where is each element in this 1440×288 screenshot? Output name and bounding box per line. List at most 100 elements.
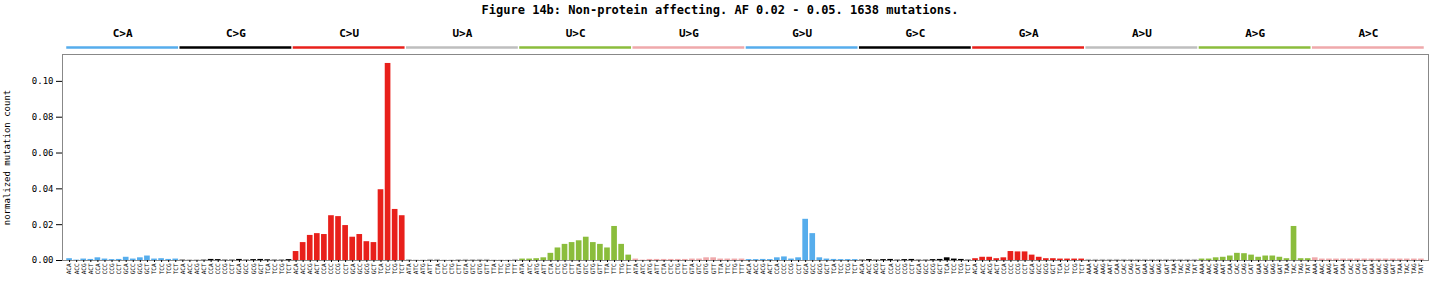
svg-text:ACA: ACA bbox=[858, 263, 865, 274]
svg-text:CTA: CTA bbox=[434, 263, 441, 274]
svg-text:CCT: CCT bbox=[795, 263, 802, 274]
svg-text:GCG: GCG bbox=[363, 263, 370, 274]
svg-text:ATC: ATC bbox=[412, 263, 419, 274]
svg-text:CCG: CCG bbox=[334, 263, 341, 274]
svg-text:GCC: GCC bbox=[356, 263, 363, 274]
svg-text:GAT: GAT bbox=[1389, 263, 1396, 274]
svg-text:GCG: GCG bbox=[1042, 263, 1049, 274]
svg-text:GAC: GAC bbox=[1262, 263, 1269, 274]
svg-text:CCC: CCC bbox=[214, 263, 221, 274]
svg-text:AAA: AAA bbox=[1085, 263, 1092, 274]
svg-text:C>U: C>U bbox=[339, 27, 359, 40]
svg-text:AAG: AAG bbox=[1099, 263, 1106, 274]
svg-text:TCT: TCT bbox=[964, 263, 971, 274]
svg-text:ACA: ACA bbox=[292, 263, 299, 274]
svg-text:GTG: GTG bbox=[702, 263, 709, 274]
svg-text:CCA: CCA bbox=[773, 263, 780, 274]
svg-text:TTA: TTA bbox=[490, 263, 497, 274]
svg-text:AAG: AAG bbox=[1212, 263, 1219, 274]
svg-text:ACA: ACA bbox=[65, 263, 72, 274]
svg-text:0.00: 0.00 bbox=[32, 255, 54, 265]
svg-text:TCA: TCA bbox=[264, 263, 271, 274]
svg-text:TTC: TTC bbox=[724, 263, 731, 274]
svg-text:TCG: TCG bbox=[957, 263, 964, 274]
svg-text:CTT: CTT bbox=[568, 263, 575, 274]
svg-text:GCT: GCT bbox=[823, 263, 830, 274]
svg-text:GCT: GCT bbox=[257, 263, 264, 274]
svg-text:GTC: GTC bbox=[469, 263, 476, 274]
svg-text:GAT: GAT bbox=[1163, 263, 1170, 274]
svg-text:0.04: 0.04 bbox=[32, 184, 54, 194]
svg-text:CAT: CAT bbox=[1134, 263, 1141, 274]
svg-text:GCC: GCC bbox=[1035, 263, 1042, 274]
svg-text:TTT: TTT bbox=[511, 263, 518, 274]
svg-text:GTG: GTG bbox=[476, 263, 483, 274]
svg-text:GCA: GCA bbox=[349, 263, 356, 274]
svg-text:CCC: CCC bbox=[327, 263, 334, 274]
svg-text:ATC: ATC bbox=[526, 263, 533, 274]
svg-text:TCC: TCC bbox=[950, 263, 957, 274]
svg-text:C>G: C>G bbox=[226, 27, 246, 40]
svg-text:GTA: GTA bbox=[688, 263, 695, 274]
svg-text:CCT: CCT bbox=[228, 263, 235, 274]
svg-text:AAC: AAC bbox=[1205, 263, 1212, 274]
svg-text:GCC: GCC bbox=[809, 263, 816, 274]
svg-text:TAA: TAA bbox=[1283, 263, 1290, 274]
svg-text:U>C: U>C bbox=[566, 27, 586, 40]
svg-text:CCT: CCT bbox=[115, 263, 122, 274]
svg-text:ACC: ACC bbox=[865, 263, 872, 274]
svg-text:CAC: CAC bbox=[1120, 263, 1127, 274]
svg-text:CTT: CTT bbox=[455, 263, 462, 274]
svg-text:TTA: TTA bbox=[717, 263, 724, 274]
svg-text:TCC: TCC bbox=[384, 263, 391, 274]
svg-text:ATA: ATA bbox=[405, 263, 412, 274]
svg-text:ATG: ATG bbox=[646, 263, 653, 274]
svg-text:GAA: GAA bbox=[1255, 263, 1262, 274]
svg-text:GCC: GCC bbox=[242, 263, 249, 274]
svg-text:U>G: U>G bbox=[679, 27, 699, 40]
svg-text:CCC: CCC bbox=[780, 263, 787, 274]
svg-text:CCC: CCC bbox=[1007, 263, 1014, 274]
svg-text:ACT: ACT bbox=[313, 263, 320, 274]
svg-text:CCA: CCA bbox=[94, 263, 101, 274]
svg-text:CTG: CTG bbox=[674, 263, 681, 274]
svg-text:ACT: ACT bbox=[766, 263, 773, 274]
svg-text:ACA: ACA bbox=[971, 263, 978, 274]
svg-text:ACG: ACG bbox=[193, 263, 200, 274]
svg-text:GCC: GCC bbox=[922, 263, 929, 274]
svg-text:AAG: AAG bbox=[1325, 263, 1332, 274]
svg-text:CTC: CTC bbox=[441, 263, 448, 274]
svg-text:TAT: TAT bbox=[1417, 263, 1424, 274]
svg-text:GTT: GTT bbox=[596, 263, 603, 274]
svg-text:ACC: ACC bbox=[73, 263, 80, 274]
svg-text:CAC: CAC bbox=[1233, 263, 1240, 274]
svg-text:ACG: ACG bbox=[872, 263, 879, 274]
svg-text:TCG: TCG bbox=[1071, 263, 1078, 274]
svg-text:CCC: CCC bbox=[101, 263, 108, 274]
svg-text:CTC: CTC bbox=[667, 263, 674, 274]
svg-text:CCA: CCA bbox=[1000, 263, 1007, 274]
svg-text:GAG: GAG bbox=[1155, 263, 1162, 274]
svg-text:CCG: CCG bbox=[1014, 263, 1021, 274]
svg-text:ACA: ACA bbox=[179, 263, 186, 274]
svg-text:GCT: GCT bbox=[370, 263, 377, 274]
svg-text:CAA: CAA bbox=[1226, 263, 1233, 274]
svg-text:C>A: C>A bbox=[113, 27, 133, 40]
svg-text:GTG: GTG bbox=[589, 263, 596, 274]
svg-text:ACC: ACC bbox=[752, 263, 759, 274]
svg-text:CCT: CCT bbox=[908, 263, 915, 274]
svg-text:ATA: ATA bbox=[632, 263, 639, 274]
svg-text:CCG: CCG bbox=[901, 263, 908, 274]
svg-text:CTG: CTG bbox=[561, 263, 568, 274]
svg-text:CCG: CCG bbox=[221, 263, 228, 274]
svg-text:ATC: ATC bbox=[639, 263, 646, 274]
svg-text:TCA: TCA bbox=[150, 263, 157, 274]
svg-text:TCT: TCT bbox=[285, 263, 292, 274]
svg-text:CTC: CTC bbox=[554, 263, 561, 274]
svg-text:TTG: TTG bbox=[504, 263, 511, 274]
svg-text:GAT: GAT bbox=[1276, 263, 1283, 274]
svg-text:TTC: TTC bbox=[610, 263, 617, 274]
svg-text:TCA: TCA bbox=[1056, 263, 1063, 274]
svg-text:TCG: TCG bbox=[278, 263, 285, 274]
svg-text:GCG: GCG bbox=[816, 263, 823, 274]
